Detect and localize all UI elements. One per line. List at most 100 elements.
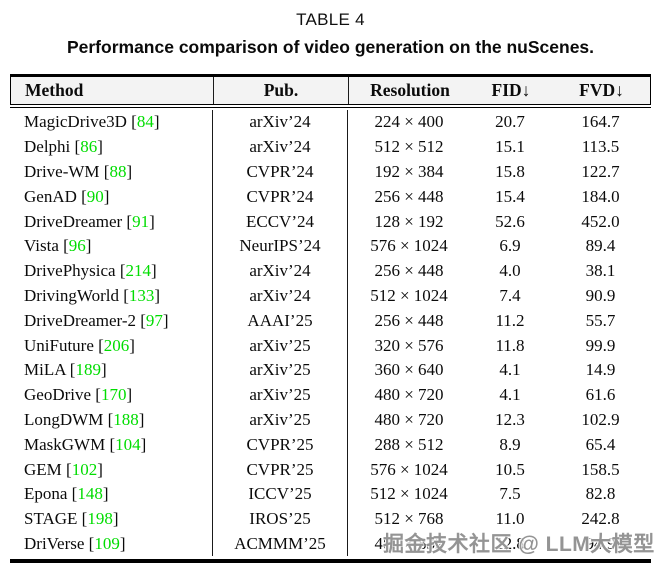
citation-bracket: ] [102,484,109,504]
method-name: Vista [ [24,236,69,256]
citation-link[interactable]: 84 [136,112,154,132]
fvd-cell: 55.7 [585,310,616,330]
citation-bracket: ] [119,533,126,553]
citation-link[interactable]: 86 [80,137,98,157]
fid-cell: 20.7 [495,112,525,132]
resolution-cell: 480 × 720 [374,409,444,429]
citation-link[interactable]: 91 [132,211,150,231]
table-row: Delphi [86] arXiv’24 512 × 512 15.1 113.5 [10,134,651,160]
fvd-cell: 90.9 [585,285,616,305]
pub-cell: CVPR’25 [212,432,348,458]
column-header-fvd: FVD↓ [579,80,624,100]
pub-cell: CVPR’24 [212,159,348,185]
citation-bracket: ] [112,509,119,529]
fvd-cell: 14.9 [585,360,616,380]
citation-bracket: ] [154,285,161,305]
fvd-cell: 65.4 [585,434,616,454]
citation-link[interactable]: 97 [145,310,163,330]
table-subtitle: Performance comparison of video generati… [66,37,595,57]
pub-cell: arXiv’24 [212,258,348,284]
citation-bracket: ] [162,310,169,330]
resolution-cell: 512 × 768 [374,509,444,529]
pub-cell: arXiv’24 [212,134,348,160]
resolution-cell: 512 × 1024 [370,484,448,504]
resolution-cell: 256 × 448 [374,310,444,330]
table-row: DriveDreamer [91] ECCV’24 128 × 192 52.6 452… [10,209,651,234]
pub-cell: AAAI’25 [212,308,348,334]
citation-link[interactable]: 189 [75,360,101,380]
fid-cell: 4.0 [499,261,521,281]
citation-link[interactable]: 206 [103,335,130,355]
method-name: GEM [ [24,459,72,479]
resolution-cell: 256 × 448 [374,186,444,206]
citation-link[interactable]: 88 [109,161,127,181]
method-name: STAGE [ [24,509,88,529]
fvd-cell: 122.7 [581,161,620,181]
pub-cell: ICCV’25 [212,481,348,507]
table-row: MaskGWM [104] CVPR’25 288 × 512 8.9 65.4 [10,432,651,458]
table-row: MiLA [189] arXiv’25 360 × 640 4.1 14.9 [10,357,651,383]
method-cell: Epona [148] [10,484,212,504]
method-name: MagicDrive3D [ [24,112,137,132]
citation-link[interactable]: 102 [71,459,98,479]
fvd-cell: 38.1 [585,261,616,281]
pub-cell: arXiv’24 [212,110,348,135]
method-name: Epona [ [24,484,78,504]
method-cell: DrivingWorld [133] [10,286,212,306]
method-cell: DriveDreamer [91] [10,212,212,232]
resolution-cell: 224 × 400 [374,112,444,132]
column-header-resolution: Resolution [370,80,450,100]
method-cell: DriVerse [109] [10,534,212,554]
column-header-method: Method [25,80,84,100]
citation-link[interactable]: 104 [115,434,141,454]
table-row: GEM [102] CVPR’25 576 × 1024 10.5 158.5 [10,457,651,482]
citation-bracket: ] [126,161,133,181]
resolution-cell: 128 × 192 [374,211,444,231]
citation-link[interactable]: 198 [87,509,113,529]
pub-cell: arXiv’25 [212,333,348,358]
column-header-pub: Pub. [213,77,349,104]
pub-cell: arXiv’25 [212,407,348,433]
fvd-cell: 82.8 [585,484,616,504]
citation-link[interactable]: 90 [86,186,104,206]
citation-link[interactable]: 109 [94,533,120,553]
resolution-cell: 320 × 576 [374,335,444,355]
pub-cell: CVPR’25 [212,457,348,482]
fid-cell: 4.1 [499,360,521,380]
pub-cell: arXiv’25 [212,382,348,408]
citation-bracket: ] [140,434,147,454]
citation-link[interactable]: 188 [113,409,139,429]
pub-cell: NeurIPS’24 [212,233,348,259]
fid-cell: 7.4 [499,285,521,305]
pub-cell: IROS’25 [212,506,348,532]
fvd-cell: 452.0 [581,211,620,231]
pub-cell: arXiv’25 [212,357,348,383]
citation-link[interactable]: 148 [77,484,103,504]
results-table: Method Pub. Resolution FID↓ FVD↓ MagicDr… [10,74,651,564]
fid-cell: 15.1 [495,137,525,157]
citation-link[interactable]: 170 [100,385,127,405]
table-row: GenAD [90] CVPR’24 256 × 448 15.4 184.0 [10,184,651,210]
resolution-cell: 512 × 512 [374,137,444,157]
fvd-cell: 89.4 [585,236,616,256]
fid-cell: 12.8 [495,533,525,553]
method-name: MiLA [ [24,360,76,380]
citation-bracket: ] [100,360,107,380]
method-name: DriveDreamer-2 [ [24,310,146,330]
method-cell: Vista [96] [10,236,212,256]
table-row: Vista [96] NeurIPS’24 576 × 1024 6.9 89.4 [10,233,651,259]
table-row: DriveDreamer-2 [97] AAAI’25 256 × 448 11.2 5… [10,308,651,334]
citation-link[interactable]: 96 [68,236,86,256]
method-name: DriVerse [ [24,533,95,553]
fvd-cell: 99.9 [585,335,616,355]
table-body: MagicDrive3D [84] arXiv’24 224 × 400 20.7 16… [10,108,651,564]
method-cell: LongDWM [188] [10,410,212,430]
method-cell: STAGE [198] [10,509,212,529]
citation-link[interactable]: 214 [125,261,152,281]
method-name: GeoDrive [ [24,385,101,405]
citation-bracket: ] [97,459,103,479]
citation-link[interactable]: 133 [128,285,155,305]
table-row: UniFuture [206] arXiv’25 320 × 576 11.8 99.9 [10,333,651,358]
fvd-cell: 184.0 [581,186,620,206]
